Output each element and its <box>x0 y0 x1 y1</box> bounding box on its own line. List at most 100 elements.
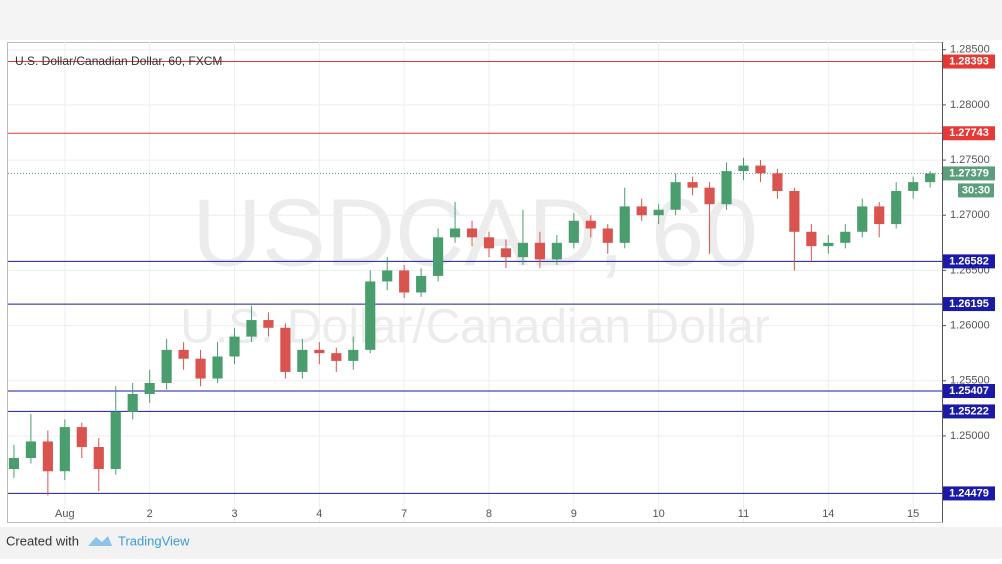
candle-body <box>568 220 579 243</box>
candle-body <box>534 242 545 260</box>
current-tag <box>943 166 995 181</box>
countdown: 30:30 <box>962 184 990 196</box>
level-label: 1.26582 <box>949 255 989 267</box>
labels: 1.28393 1.27743 1.26582 1.26195 1.25407 1.252… <box>943 54 995 501</box>
candle-body <box>314 349 325 354</box>
x-tick-label: 3 <box>231 508 237 520</box>
candle-body <box>517 242 529 258</box>
y-tick-label: 1.28000 <box>950 99 990 111</box>
level-tag <box>943 486 995 501</box>
candle-body <box>619 206 630 243</box>
footer-brand[interactable]: TradingView <box>118 533 190 548</box>
candle-body <box>297 349 308 372</box>
y-tick-label: 1.28500 <box>950 44 990 56</box>
candle-body <box>348 349 359 361</box>
x-tick-label: 8 <box>486 508 492 520</box>
grid: 1.285001.280001.275001.270001.265001.260… <box>8 42 990 522</box>
candle-body <box>178 349 189 359</box>
candle-body <box>908 182 919 191</box>
candle-body <box>76 427 87 447</box>
level-tag <box>943 126 995 141</box>
candle-body <box>127 394 138 412</box>
x-tick-label: 9 <box>571 508 577 520</box>
level-tag <box>943 254 995 269</box>
footer-prefix: Created with <box>6 533 79 548</box>
candle-body <box>382 270 393 282</box>
tradingview-logo <box>88 536 112 546</box>
candle-body <box>925 173 936 183</box>
candle-body <box>59 427 70 472</box>
x-tick-label: 4 <box>316 508 322 520</box>
candle-body <box>874 206 885 225</box>
level-tag <box>943 297 995 312</box>
candle-body <box>449 228 461 238</box>
candle-body <box>840 231 851 243</box>
x-tick-label: 2 <box>147 508 153 520</box>
level-label: 1.25222 <box>949 405 989 417</box>
candle-body <box>483 237 495 249</box>
candle-body <box>433 237 444 276</box>
current-label: 1.27379 <box>949 167 989 179</box>
candle-body <box>823 242 834 247</box>
candle-body <box>466 228 478 238</box>
level-tag <box>943 404 995 419</box>
x-tick-label: 11 <box>738 508 749 520</box>
candle-body <box>636 206 647 216</box>
candle-body <box>687 182 698 188</box>
candle-body <box>212 356 223 379</box>
level-label: 1.25407 <box>949 385 989 397</box>
candle-body <box>110 411 121 470</box>
y-tick-label: 1.27500 <box>950 154 990 166</box>
candle-body <box>25 441 36 458</box>
watermark-subtitle: U.S. Dollar/Canadian Dollar <box>180 301 770 354</box>
y-tick-label: 1.25000 <box>950 430 990 442</box>
x-tick-label: 15 <box>907 508 919 520</box>
candle-body <box>755 165 766 174</box>
candle-body <box>161 349 172 383</box>
candle-body <box>704 187 715 205</box>
level-tag <box>943 384 995 399</box>
candle-body <box>806 231 817 247</box>
candle-body <box>8 458 20 470</box>
candle-body <box>500 248 512 258</box>
candle-body <box>721 171 732 205</box>
chart-title: U.S. Dollar/Canadian Dollar, 60, FXCM <box>15 54 222 68</box>
candle-body <box>280 327 291 372</box>
candle-body <box>93 446 104 470</box>
level-label: 1.28393 <box>949 55 989 67</box>
x-tick-label: Aug <box>55 508 75 520</box>
levels <box>8 61 942 494</box>
level-tag <box>943 54 995 69</box>
candle-body <box>789 190 800 232</box>
y-tick-label: 1.25500 <box>950 375 990 387</box>
plot-frame <box>7 42 943 523</box>
candle-body <box>653 209 664 216</box>
top-bar <box>0 0 1002 40</box>
candle-body <box>670 182 681 210</box>
candle-body <box>365 281 376 350</box>
level-label: 1.27743 <box>949 127 989 139</box>
candle-body <box>399 270 410 293</box>
candle-body <box>42 441 53 472</box>
x-tick-label: 14 <box>822 508 834 520</box>
countdown-tag <box>958 183 994 198</box>
candle-body <box>585 220 596 229</box>
level-label: 1.24479 <box>949 487 989 499</box>
candle-body <box>263 320 274 328</box>
y-tick-label: 1.26000 <box>950 319 990 331</box>
level-label: 1.26195 <box>949 298 989 310</box>
candle-body <box>738 165 749 172</box>
candle-body <box>144 382 155 394</box>
candles <box>8 157 936 496</box>
candle-body <box>229 336 240 357</box>
y-tick-label: 1.27000 <box>950 209 990 221</box>
candle-body <box>246 320 257 337</box>
candle-body <box>891 190 902 225</box>
candle-body <box>857 206 868 232</box>
candle-body <box>416 275 427 293</box>
candle-body <box>602 228 613 243</box>
candle-body <box>195 358 206 379</box>
candle-body <box>772 173 783 191</box>
